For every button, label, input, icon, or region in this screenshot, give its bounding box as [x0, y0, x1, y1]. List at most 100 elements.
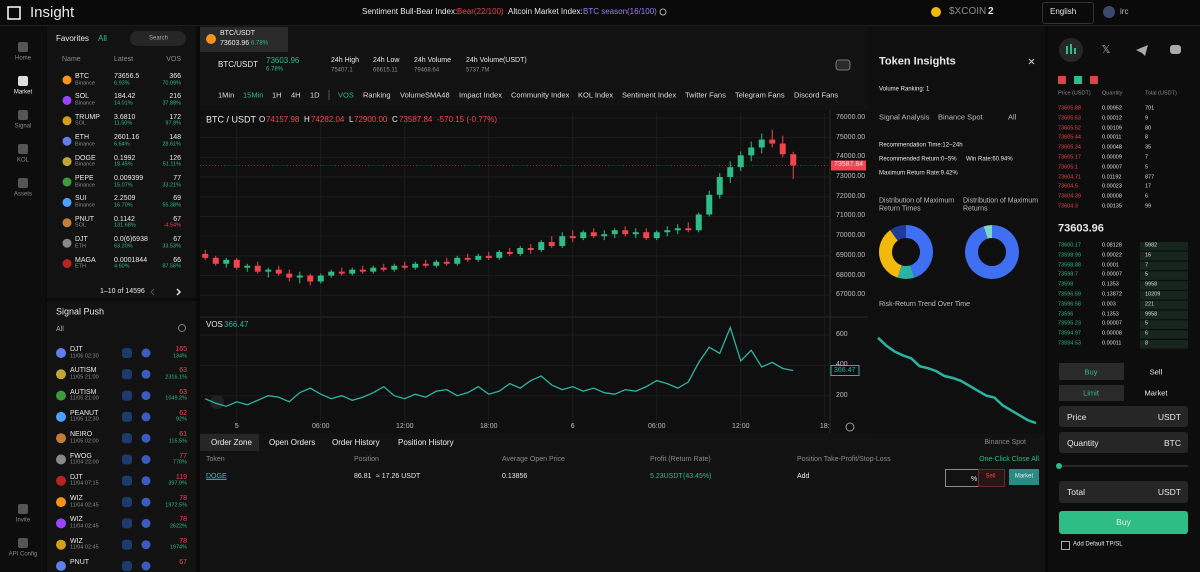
symbol: MAGA — [75, 256, 96, 264]
x-icon[interactable]: 𝕏 — [1102, 44, 1111, 56]
indicator[interactable]: VOS — [338, 90, 354, 100]
sell-tab[interactable]: Sell — [1149, 367, 1163, 377]
search[interactable]: Search — [149, 34, 169, 41]
indicator[interactable]: VolumeSMA48 — [400, 90, 450, 100]
interval[interactable]: 1D — [310, 90, 320, 100]
ask-cell: 73604.71 — [1058, 174, 1081, 181]
tpsl-checkbox[interactable] — [1061, 541, 1070, 550]
filter[interactable]: All — [56, 325, 64, 333]
tpsl-add[interactable]: Add — [797, 472, 810, 480]
x-tick-label: 18: — [819, 422, 830, 430]
ask-cell: 0.00012 — [1102, 115, 1122, 122]
bid-cell: 9958 — [1145, 281, 1158, 288]
ask-cell: 73605.17 — [1058, 154, 1081, 161]
indicator[interactable]: Discord Fans — [794, 90, 839, 100]
indicator[interactable]: KOL Index — [578, 90, 614, 100]
quantity-input[interactable] — [1059, 432, 1188, 453]
candle-body — [569, 236, 576, 239]
ask-cell: 8 — [1145, 135, 1149, 142]
x-tick-label: 06:00 — [311, 422, 330, 430]
market-button[interactable] — [1009, 469, 1039, 485]
reset-icon[interactable] — [845, 422, 855, 432]
vos-change: 28.61% — [162, 141, 181, 148]
candle-body — [517, 247, 524, 254]
market-select[interactable]: Binance Spot — [938, 112, 983, 122]
depth-icon[interactable] — [1090, 76, 1098, 84]
search-box[interactable] — [130, 31, 186, 46]
indicator[interactable]: Ranking — [363, 90, 391, 100]
bid-cell: 16 — [1145, 252, 1152, 259]
signal-vos: 78 — [179, 516, 187, 524]
nav-item[interactable]: Signal — [14, 123, 32, 130]
market-tab[interactable]: Market — [1144, 388, 1168, 398]
indicator[interactable]: Community Index — [511, 90, 570, 100]
depth-icon[interactable] — [1058, 76, 1066, 84]
buy-tab[interactable] — [1059, 363, 1124, 380]
bid-cell: 0.08128 — [1102, 242, 1122, 249]
indicator[interactable]: Sentiment Index — [622, 90, 677, 100]
chart-title: Risk-Return Trend Over Time — [879, 300, 971, 308]
order-tab[interactable]: Order Zone — [211, 438, 252, 448]
price: 73656.5 — [114, 72, 140, 80]
market-select[interactable]: Binance Spot — [984, 438, 1026, 446]
stat-value: 5737.7M — [466, 67, 490, 74]
close-all[interactable]: One-Click Close All — [979, 455, 1039, 463]
discord-icon[interactable] — [1170, 45, 1181, 54]
sell-button[interactable] — [978, 469, 1005, 487]
indicator[interactable]: Telegram Fans — [735, 90, 785, 100]
sell[interactable]: Sell — [985, 473, 996, 480]
buy-button[interactable] — [1059, 511, 1188, 534]
filter[interactable]: All — [1008, 112, 1017, 122]
token-link[interactable]: DOGE — [206, 472, 227, 480]
signal-time: 11/04 02:45 — [70, 502, 99, 509]
price-input[interactable] — [1059, 406, 1188, 427]
telegram-icon[interactable] — [1136, 45, 1148, 56]
indicator[interactable]: Impact Index — [459, 90, 502, 100]
nav-item[interactable]: API Config — [8, 551, 38, 558]
input-label: Total — [1067, 486, 1085, 497]
order-tab[interactable]: Position History — [398, 438, 454, 448]
buy-tab[interactable]: Buy — [1084, 367, 1098, 377]
exchange: Binance — [75, 161, 95, 168]
user: irc — [1120, 7, 1129, 17]
nav-item[interactable]: Invite — [15, 517, 31, 524]
slider-thumb[interactable] — [1056, 463, 1062, 469]
chain-icon — [141, 348, 151, 358]
nav-icon — [18, 42, 28, 52]
input-unit: USDT — [1157, 411, 1181, 422]
language-button[interactable] — [1042, 2, 1094, 24]
close-icon[interactable] — [1028, 58, 1035, 65]
bid-cell: 0.1353 — [1102, 311, 1119, 318]
win-rate: Win Rate:60.94% — [966, 156, 1013, 163]
vos-change: 55.38% — [162, 202, 181, 209]
order-tab[interactable]: Open Orders — [269, 438, 316, 448]
filter[interactable]: All — [98, 34, 107, 44]
limit-tab[interactable] — [1059, 385, 1124, 401]
nav-item[interactable]: Assets — [13, 191, 33, 198]
depth-icon[interactable] — [1074, 76, 1082, 84]
change: 16.70% — [114, 202, 133, 209]
active-tab[interactable] — [200, 434, 259, 451]
limit-tab[interactable]: Limit — [1083, 388, 1099, 398]
symbol: DJT — [75, 235, 88, 243]
indicator[interactable]: Twitter Fans — [685, 90, 726, 100]
ask-cell: 73605.88 — [1058, 105, 1081, 112]
buy-button-label[interactable]: Buy — [1116, 516, 1131, 527]
bid-depth — [1140, 261, 1188, 271]
nav-item[interactable]: KOL — [16, 157, 30, 164]
total-input[interactable] — [1059, 481, 1188, 503]
signal-vos: 63 — [179, 388, 187, 396]
interval[interactable]: 15Min — [243, 90, 264, 100]
toggle-icon[interactable] — [835, 59, 851, 71]
chart-title: Distribution of Maximum Returns — [963, 197, 1039, 213]
interval[interactable]: 4H — [291, 90, 301, 100]
language[interactable]: English — [1050, 7, 1077, 17]
interval[interactable]: 1Min — [218, 90, 235, 100]
stat-value: 79468.64 — [414, 67, 440, 74]
nav-item[interactable]: Market — [13, 89, 33, 96]
interval[interactable]: 1H — [272, 90, 282, 100]
market[interactable]: Market — [1014, 473, 1034, 480]
nav-item[interactable]: Home — [14, 55, 32, 62]
tab-pair[interactable]: BTC/USDT — [220, 29, 255, 37]
order-tab[interactable]: Order History — [332, 438, 380, 448]
